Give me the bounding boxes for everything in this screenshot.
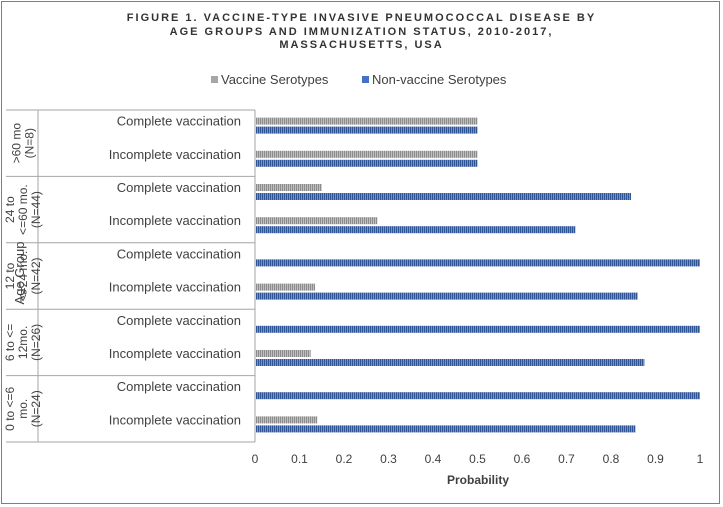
legend-item-vaccine: Vaccine Serotypes [211,72,328,87]
age-group-label-line: 12mo. [16,326,30,359]
vaccination-status-label: Incomplete vaccination [109,213,241,228]
bar-non-vaccine-serotypes [256,159,478,167]
bar-non-vaccine-serotypes [256,193,632,200]
age-group-label-line: >60 mo [10,123,24,164]
bar-non-vaccine-serotypes [256,425,636,433]
bar-vaccine-serotypes [256,184,322,191]
bar-non-vaccine-serotypes [256,325,700,333]
bars [256,117,700,433]
bar-vaccine-serotypes [256,416,318,424]
chart-legend: Vaccine Serotypes Non-vaccine Serotypes [0,72,723,88]
bar-non-vaccine-serotypes [256,359,645,366]
age-group-label-line: 24 to [3,196,17,223]
bar-non-vaccine-serotypes [256,292,638,300]
bar-vaccine-serotypes [256,283,316,291]
x-tick-label: 0.9 [647,452,664,466]
age-group-label-line: (N=26) [29,324,43,361]
category-axis-structure [6,109,256,443]
age-group-label-line: (N=44) [29,191,43,228]
age-group-label: 0 to <=6mo.(N=24) [3,386,43,430]
x-tick-label: 0.5 [469,452,486,466]
chart-title-line-1: FIGURE 1. VACCINE-TYPE INVASIVE PNEUMOCO… [126,12,597,24]
age-group-label: 6 to <=12mo.(N=26) [3,324,43,361]
x-tick-label: 0.6 [514,452,531,466]
x-tick-label: 0.1 [291,452,308,466]
chart-title: FIGURE 1. VACCINE-TYPE INVASIVE PNEUMOCO… [0,12,723,53]
age-group-label: 12 to<=24 mo.(N=42) [3,251,43,302]
age-group-label-line: (N=8) [23,128,37,158]
age-group-label-line: <=24 mo. [16,251,30,302]
age-group-label-line: 6 to <= [3,324,17,361]
category-labels: >60 mo(N=8) Complete vaccination Incomplet… [3,114,241,431]
bar-vaccine-serotypes [256,350,311,357]
bar-vaccine-serotypes [256,217,378,225]
age-group-label-line: mo. [16,399,30,419]
x-tick-label: 0 [252,452,259,466]
vaccination-status-label: Complete vaccination [117,246,241,261]
x-axis-ticks: 0 0.1 0.2 0.3 0.4 0.5 0.6 0.7 0.8 0.9 1 [252,452,704,466]
vaccination-status-label: Incomplete vaccination [109,412,241,427]
age-group-label-line: <=60 mo. [16,184,30,235]
age-group-label-line: (N=24) [29,390,43,427]
bar-vaccine-serotypes [256,150,478,158]
chart-title-line-3: MASSACHUSETTS, USA [279,39,444,51]
age-group-label-line: 12 to [3,262,17,289]
x-axis-title: Probability [447,473,509,487]
bar-non-vaccine-serotypes [256,226,576,234]
age-group-label: >60 mo(N=8) [10,123,37,164]
vaccination-status-label: Incomplete vaccination [109,346,241,361]
x-tick-label: 0.2 [336,452,353,466]
bar-non-vaccine-serotypes [256,259,700,267]
x-tick-label: 0.4 [425,452,442,466]
vaccination-status-label: Incomplete vaccination [109,280,241,295]
bar-vaccine-serotypes [256,117,478,125]
age-group-label-line: (N=42) [29,257,43,294]
age-group-label-line: 0 to <=6 [3,386,17,430]
x-tick-label: 0.8 [603,452,620,466]
legend-label-non-vaccine: Non-vaccine Serotypes [372,72,507,87]
x-tick-label: 1 [697,452,704,466]
bar-non-vaccine-serotypes [256,126,478,134]
legend-label-vaccine: Vaccine Serotypes [221,72,329,87]
legend-item-non-vaccine: Non-vaccine Serotypes [362,72,506,87]
x-tick-label: 0.7 [558,452,575,466]
y-axis-title: Age Group [12,242,27,305]
legend-swatch-non-vaccine [362,76,369,83]
vaccination-status-label: Complete vaccination [117,379,241,394]
bar-non-vaccine-serotypes [256,392,700,400]
vaccination-status-label: Complete vaccination [117,114,241,129]
vaccination-status-label: Complete vaccination [117,313,241,328]
x-tick-label: 0.3 [380,452,397,466]
age-group-label: 24 to<=60 mo.(N=44) [3,184,43,235]
legend-swatch-vaccine [211,76,218,83]
chart-title-line-2: AGE GROUPS AND IMMUNIZATION STATUS, 2010… [169,25,554,38]
vaccination-status-label: Complete vaccination [117,180,241,195]
vaccination-status-label: Incomplete vaccination [109,147,241,162]
